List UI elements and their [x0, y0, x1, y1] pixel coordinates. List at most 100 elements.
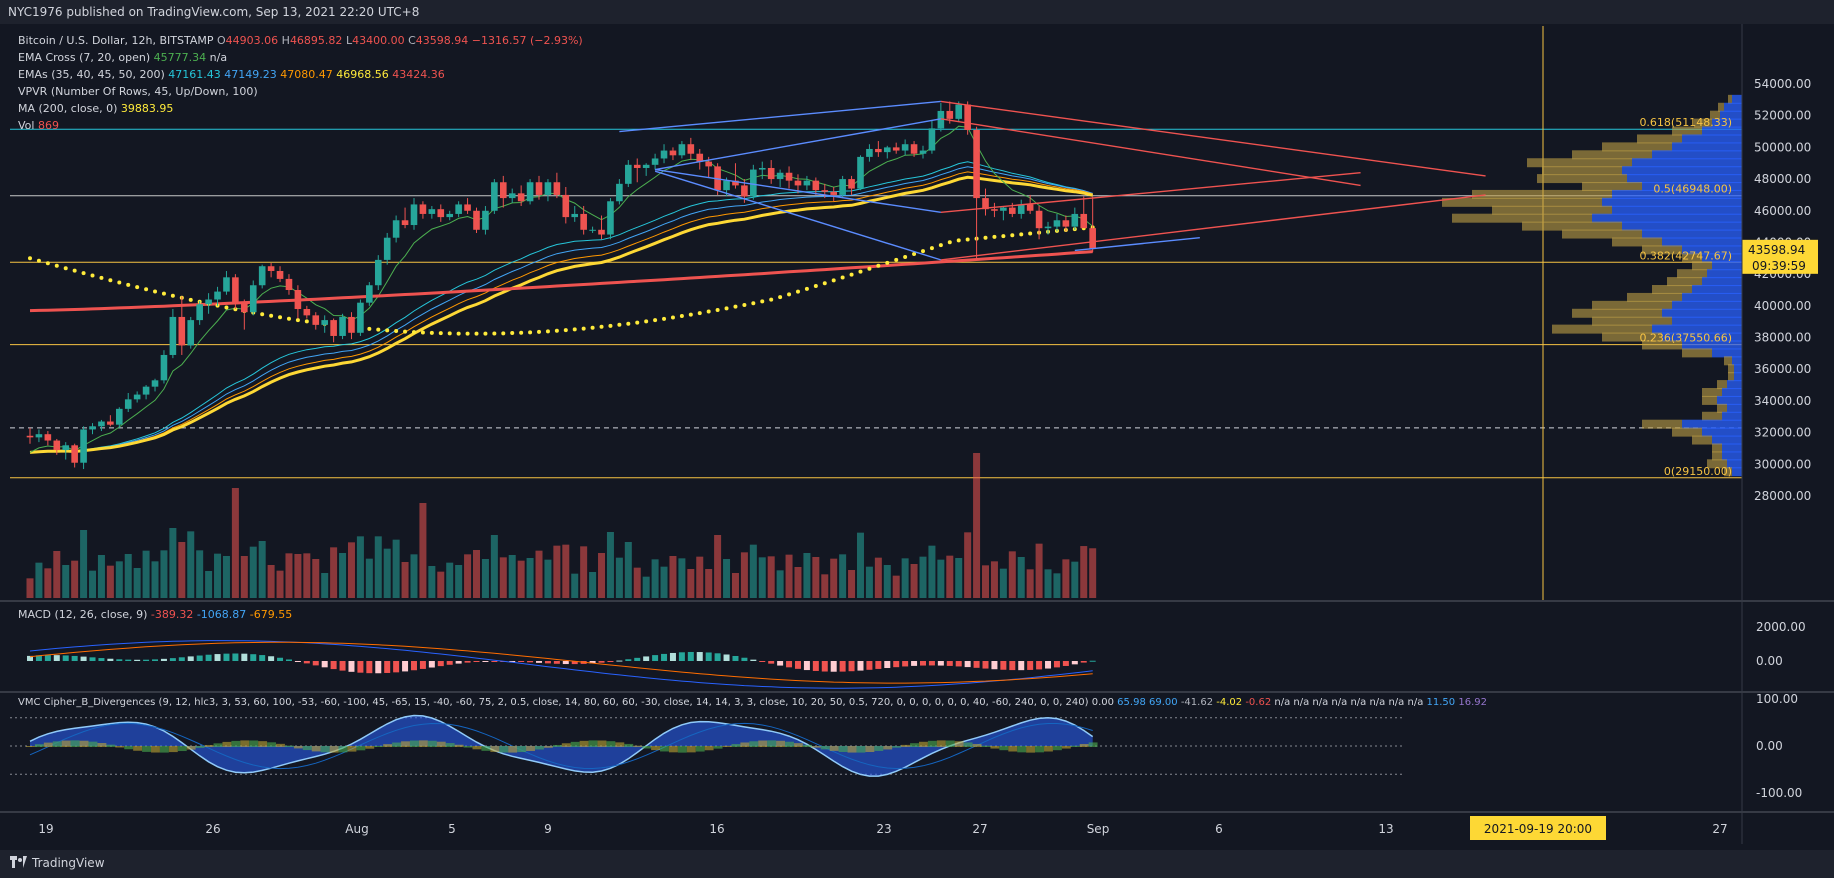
volume-bar-41 — [392, 539, 400, 598]
time-axis[interactable]: 19 26 Aug 5 9 16 23 27 Sep 6 13 27 2021-09-19 20:00 — [0, 814, 1834, 844]
volume-bar-93 — [856, 532, 864, 598]
macd-hist-33 — [321, 661, 328, 668]
macd-hist-104 — [955, 661, 962, 667]
ma200-dot-12 — [135, 285, 140, 290]
wt1-line — [29, 714, 1094, 777]
candle-body-85 — [785, 172, 793, 181]
candle-body-2 — [44, 434, 52, 441]
macd-chart-svg[interactable] — [10, 603, 1742, 691]
wt-mfi-bar-3 — [52, 741, 62, 747]
macd-hist-107 — [982, 661, 989, 669]
volume-bar-61 — [571, 573, 579, 598]
ma200-dot-64 — [599, 324, 604, 329]
candle-body-84 — [776, 172, 784, 180]
volume-bar-119 — [1089, 548, 1097, 598]
symbol-legend-row[interactable]: Bitcoin / U.S. Dollar, 12h, BITSTAMP O44… — [18, 34, 583, 47]
vpvr-down-bar-0 — [1728, 94, 1732, 104]
wt-tick-2: -100.00 — [1756, 786, 1802, 800]
volume-bar-70 — [651, 559, 659, 598]
volume-bar-22 — [222, 556, 230, 598]
wt-mfi-bar-90 — [829, 746, 839, 751]
volume-bar-25 — [249, 546, 257, 598]
emas-legend-row[interactable]: EMAs (35, 40, 45, 50, 200) 47161.43 4714… — [18, 68, 445, 81]
volume-bar-0 — [26, 578, 34, 598]
volume-bar-67 — [624, 542, 632, 598]
ma200-dot-53 — [501, 331, 506, 336]
volume-bar-55 — [517, 560, 525, 598]
candle-body-27 — [267, 266, 275, 271]
volume-bar-33 — [321, 573, 329, 598]
ma200-dot-8 — [99, 275, 104, 280]
wt-mfi-bar-78 — [722, 745, 732, 747]
macd-hist-106 — [973, 661, 980, 668]
candle-body-118 — [1080, 213, 1088, 229]
ema-cross-legend-row[interactable]: EMA Cross (7, 20, open) 45777.34 n/a — [18, 51, 228, 64]
macd-hist-14 — [152, 659, 159, 661]
ma200-dot-108 — [992, 234, 997, 239]
candle-body-106 — [973, 129, 980, 199]
symbol-title: Bitcoin / U.S. Dollar, 12h, BITSTAMP — [18, 34, 214, 47]
macd-legend[interactable]: MACD (12, 26, close, 9) -389.32 -1068.87… — [18, 608, 293, 621]
vpvr-up-bar-40 — [1722, 411, 1742, 421]
wt-mfi-bar-9 — [106, 744, 116, 747]
price-axis[interactable]: 54000.00 52000.00 50000.00 48000.00 46000.00… — [1742, 24, 1834, 814]
price-tick-2: 50000.00 — [1754, 140, 1811, 154]
ma200-dot-94 — [867, 266, 872, 271]
time-axis-svg[interactable]: 19 26 Aug 5 9 16 23 27 Sep 6 13 27 2021-09-19 20:00 — [0, 814, 1834, 844]
vpvr-legend-row[interactable]: VPVR (Number Of Rows, 45, Up/Down, 100) — [18, 85, 258, 98]
macd-hist-7 — [89, 657, 96, 661]
vol-legend-row[interactable]: Vol 869 — [18, 119, 59, 132]
ma200-dot-46 — [438, 331, 443, 336]
macd-pane[interactable] — [10, 603, 1742, 691]
volume-bar-84 — [776, 570, 784, 598]
price-chart-svg[interactable]: 0.618(51148.33) 0.5(46948.00) 0.382(42747.… — [10, 26, 1742, 600]
price-tick-3: 48000.00 — [1754, 172, 1811, 186]
wt-mfi-bar-69 — [642, 746, 652, 749]
volume-bar-48 — [455, 565, 463, 598]
vpvr-up-bar-13 — [1602, 197, 1742, 207]
volume-bar-31 — [303, 553, 311, 598]
candle-body-107 — [982, 198, 989, 210]
ma200-dot-89 — [822, 281, 827, 286]
candle-body-78 — [723, 180, 730, 191]
volume-bar-113 — [1035, 543, 1043, 598]
ma200-dot-9 — [108, 278, 113, 283]
cipher-b-pane[interactable] — [10, 694, 1742, 804]
vpvr-up-bar-12 — [1612, 189, 1742, 199]
macd-hist-65 — [607, 661, 614, 662]
main-price-pane[interactable]: 0.618(51148.33) 0.5(46948.00) 0.382(42747.… — [10, 26, 1742, 600]
cipher-b-legend[interactable]: VMC Cipher_B_Divergences (9, 12, hlc3, 3… — [18, 697, 1487, 708]
wt-mfi-bar-32 — [311, 746, 321, 752]
vpvr-down-bar-34 — [1728, 364, 1734, 374]
volume-bar-76 — [705, 569, 713, 598]
macd-hist-67 — [625, 659, 632, 661]
macd-hist-3 — [53, 655, 60, 661]
macd-hist-29 — [285, 659, 292, 661]
macd-hist-54 — [509, 661, 516, 662]
volume-bar-107 — [982, 565, 990, 598]
ma200-dot-90 — [831, 278, 836, 283]
volume-bar-3 — [53, 551, 61, 598]
cipher-b-chart-svg[interactable] — [10, 694, 1742, 804]
ma200-dot-22 — [224, 305, 229, 310]
wt-mfi-bar-55 — [517, 746, 527, 753]
ma200-dot-1 — [36, 258, 41, 263]
volume-bar-90 — [830, 558, 838, 598]
wt-mfi-bar-14 — [151, 746, 160, 753]
candle-body-115 — [1053, 220, 1061, 227]
volume-bar-38 — [365, 558, 373, 598]
wt-mfi-bar-27 — [267, 742, 277, 747]
wt-mfi-bar-72 — [668, 746, 678, 753]
macd-hist-4 — [62, 655, 69, 661]
ma-legend-row[interactable]: MA (200, close, 0) 39883.95 — [18, 102, 174, 115]
macd-hist-9 — [107, 658, 114, 661]
ma200-dot-99 — [912, 252, 917, 257]
ma200-dot-100 — [921, 249, 925, 254]
ma200-dot-110 — [1010, 233, 1015, 238]
wt-mfi-bar-83 — [767, 740, 777, 747]
wt-mfi-bar-0 — [26, 746, 35, 747]
wt-mfi-bar-8 — [97, 742, 107, 747]
macd-hist-21 — [214, 654, 221, 661]
ma200-dot-13 — [144, 287, 149, 292]
candle-body-4 — [62, 445, 70, 451]
